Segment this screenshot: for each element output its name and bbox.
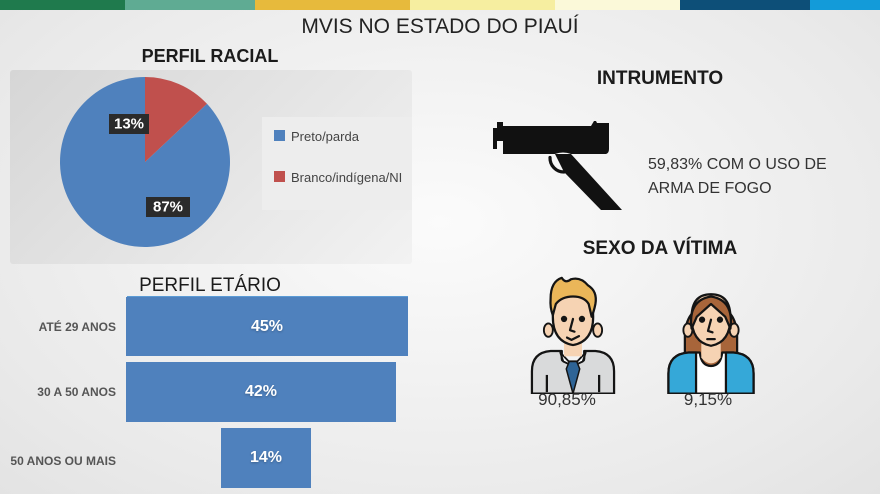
svg-text:13%: 13%	[114, 116, 144, 133]
svg-text:87%: 87%	[153, 199, 183, 216]
